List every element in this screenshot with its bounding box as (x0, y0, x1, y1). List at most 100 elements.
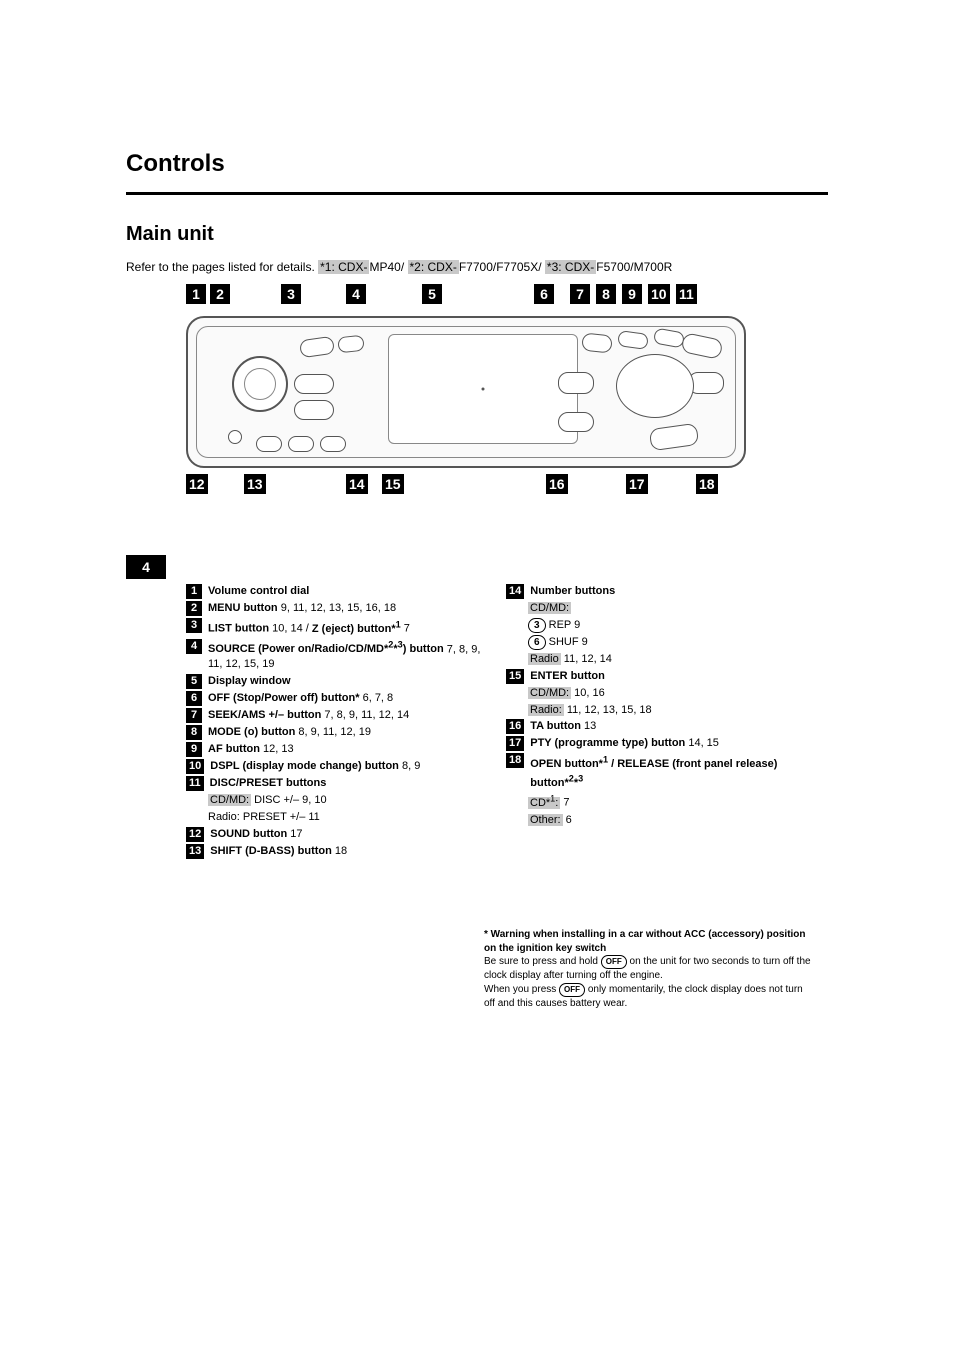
callout-badge: 11 (676, 284, 697, 304)
legend-entry: 4SOURCE (Power on/Radio/CD/MD*2*3) butto… (186, 639, 486, 672)
tip-body: Be sure to press and hold OFF on the uni… (484, 955, 814, 983)
legend-entry: 2MENU button 9, 11, 12, 13, 15, 16, 18 (186, 601, 486, 616)
legend-subline: CD/MD: DISC +/– 9, 10 (208, 793, 486, 808)
legend-subline: CD/MD: (528, 601, 806, 616)
callout-badge: 1 (186, 284, 206, 304)
stereo-faceplate (186, 316, 746, 468)
legend-text: PTY (programme type) button 14, 15 (530, 736, 806, 751)
legend-subline: CD/MD: 10, 16 (528, 686, 806, 701)
legend-badge: 12 (186, 827, 204, 842)
subsection-title: Main unit (126, 223, 828, 246)
legend-entry: 11DISC/PRESET buttons (186, 776, 486, 791)
legend-badge: 11 (186, 776, 204, 791)
callout-badge: 9 (622, 284, 642, 304)
instruction-gray-2: *2: CDX- (408, 260, 459, 274)
callout-badge: 18 (696, 474, 718, 494)
page-number-badge: 4 (126, 555, 166, 579)
callout-badge: 5 (422, 284, 442, 304)
instruction-plain-3: F5700/M700R (596, 260, 672, 274)
legend-entry: 18 OPEN button*1 / RELEASE (front panel r… (506, 753, 806, 790)
legend-columns: 1Volume control dial 2MENU button 9, 11, … (186, 584, 826, 861)
button-pill-icon (558, 372, 594, 394)
legend-entry: 6 OFF (Stop/Power off) button* 6, 7, 8 (186, 691, 486, 706)
dpad-icon (616, 354, 694, 418)
section-rule (126, 192, 828, 195)
instruction-prefix: Refer to the pages listed for details. (126, 260, 315, 274)
instruction-gray-1: *1: CDX- (318, 260, 369, 274)
callout-badge: 15 (382, 474, 404, 494)
legend-entry: 15 ENTER button (506, 669, 806, 684)
instruction-plain-1: MP40/ (369, 260, 404, 274)
off-button-icon: OFF (601, 955, 627, 969)
legend-badge: 3 (186, 618, 202, 633)
callout-badge: 10 (648, 284, 670, 304)
legend-badge: 18 (506, 753, 524, 768)
display-window-icon (388, 334, 578, 444)
legend-subline: 3 REP 9 (528, 618, 806, 633)
callout-badge: 2 (210, 284, 230, 304)
legend-entry: 13SHIFT (D-BASS) button 18 (186, 844, 486, 859)
legend-subline: 6 SHUF 9 (528, 635, 806, 650)
legend-entry: 17 PTY (programme type) button 14, 15 (506, 736, 806, 751)
legend-entry: 9 AF button 12, 13 (186, 742, 486, 757)
callout-badge: 13 (244, 474, 266, 494)
legend-entry: 16 TA button 13 (506, 719, 806, 734)
legend-badge: 10 (186, 759, 204, 774)
legend-column-left: 1Volume control dial 2MENU button 9, 11, … (186, 584, 486, 861)
legend-subline: CD*1: 7 (528, 792, 806, 811)
legend-text: SOUND button 17 (210, 827, 486, 842)
button-pill-icon (294, 400, 334, 420)
legend-entry: 12 SOUND button 17 (186, 827, 486, 842)
callout-badge: 7 (570, 284, 590, 304)
instruction-gray-3: *3: CDX- (545, 260, 596, 274)
legend-text: SOURCE (Power on/Radio/CD/MD*2*3) button… (208, 639, 486, 672)
instruction-line: Refer to the pages listed for details. *… (126, 260, 828, 274)
legend-badge: 1 (186, 584, 202, 599)
legend-text: SEEK/AMS +/– button 7, 8, 9, 11, 12, 14 (208, 708, 486, 723)
legend-badge: 17 (506, 736, 524, 751)
callout-badge: 4 (346, 284, 366, 304)
number-button-icon (288, 436, 314, 452)
legend-entry: 3LIST button 10, 14 / Z (eject) button*1… (186, 618, 486, 637)
legend-subline: Radio 11, 12, 14 (528, 652, 806, 667)
tip-title: * Warning when installing in a car witho… (484, 928, 814, 955)
small-button-icon (228, 430, 242, 444)
tip-body-2: When you press OFF only momentarily, the… (484, 983, 814, 1011)
legend-badge: 16 (506, 719, 524, 734)
legend-badge: 14 (506, 584, 524, 599)
button-pill-icon (294, 374, 334, 394)
callouts-top-row: 1234567891011 (186, 284, 746, 310)
diagram: 1234567891011 121314151 (186, 284, 746, 500)
legend-text: TA button 13 (530, 719, 806, 734)
legend-text: OFF (Stop/Power off) button* 6, 7, 8 (208, 691, 486, 706)
legend-column-right: 14 Number buttons CD/MD: 3 REP 9 6 SHUF 9 Rad… (506, 584, 806, 861)
warning-tip: * Warning when installing in a car witho… (484, 928, 814, 1010)
callout-badge: 12 (186, 474, 208, 494)
legend-badge: 8 (186, 725, 202, 740)
legend-text: MENU button 9, 11, 12, 13, 15, 16, 18 (208, 601, 486, 616)
callout-badge: 3 (281, 284, 301, 304)
legend-subline: Radio: 11, 12, 13, 15, 18 (528, 703, 806, 718)
legend-badge: 6 (186, 691, 202, 706)
legend-badge: 15 (506, 669, 524, 684)
callouts-bottom-row: 12131415161718 (186, 474, 746, 500)
legend-entry: 10DSPL (display mode change) button 8, 9 (186, 759, 486, 774)
callout-badge: 8 (596, 284, 616, 304)
legend-text: AF button 12, 13 (208, 742, 486, 757)
number-button-icon (256, 436, 282, 452)
legend-entry: 7 SEEK/AMS +/– button 7, 8, 9, 11, 12, 14 (186, 708, 486, 723)
legend-text: ENTER button (530, 669, 806, 684)
legend-entry: 1Volume control dial (186, 584, 486, 599)
legend-text: Number buttons (530, 584, 806, 599)
callout-badge: 17 (626, 474, 648, 494)
legend-badge: 7 (186, 708, 202, 723)
legend-text: SHIFT (D-BASS) button 18 (210, 844, 486, 859)
section-title: Controls (126, 150, 828, 178)
legend-entry: 14 Number buttons (506, 584, 806, 599)
legend-badge: 9 (186, 742, 202, 757)
legend-entry: 5Display window (186, 674, 486, 689)
legend-text: OPEN button*1 / RELEASE (front panel rel… (530, 753, 806, 790)
legend-entry: 8MODE (o) button 8, 9, 11, 12, 19 (186, 725, 486, 740)
button-pill-icon (581, 332, 613, 353)
button-pill-icon (558, 412, 594, 432)
